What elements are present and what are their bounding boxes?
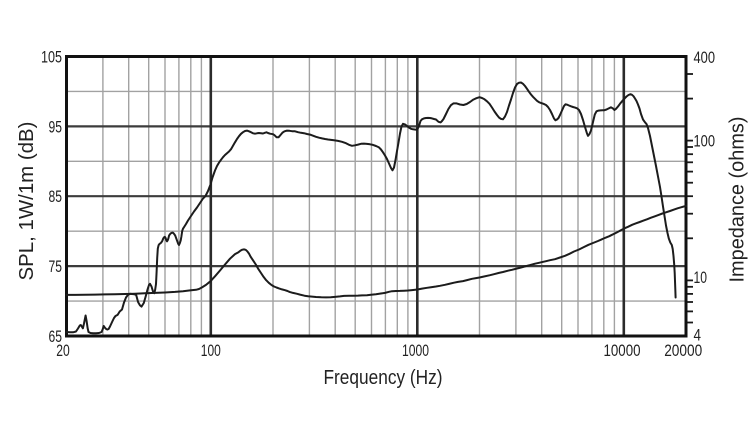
svg-text:Impedance (ohms): Impedance (ohms) bbox=[727, 117, 749, 283]
svg-text:75: 75 bbox=[49, 257, 63, 276]
svg-text:95: 95 bbox=[49, 117, 63, 136]
svg-text:20000: 20000 bbox=[664, 341, 702, 360]
svg-text:1000: 1000 bbox=[402, 341, 429, 360]
svg-text:10000: 10000 bbox=[604, 341, 641, 360]
svg-text:85: 85 bbox=[49, 187, 63, 206]
svg-text:100: 100 bbox=[694, 132, 716, 151]
svg-text:105: 105 bbox=[41, 48, 62, 67]
svg-text:100: 100 bbox=[201, 341, 221, 360]
svg-text:Frequency (Hz): Frequency (Hz) bbox=[324, 367, 443, 389]
svg-text:65: 65 bbox=[49, 327, 63, 346]
svg-text:20: 20 bbox=[56, 341, 70, 360]
svg-text:SPL, 1W/1m (dB): SPL, 1W/1m (dB) bbox=[16, 122, 38, 281]
svg-text:4: 4 bbox=[694, 325, 702, 344]
svg-text:400: 400 bbox=[694, 48, 716, 67]
svg-text:10: 10 bbox=[694, 268, 708, 287]
